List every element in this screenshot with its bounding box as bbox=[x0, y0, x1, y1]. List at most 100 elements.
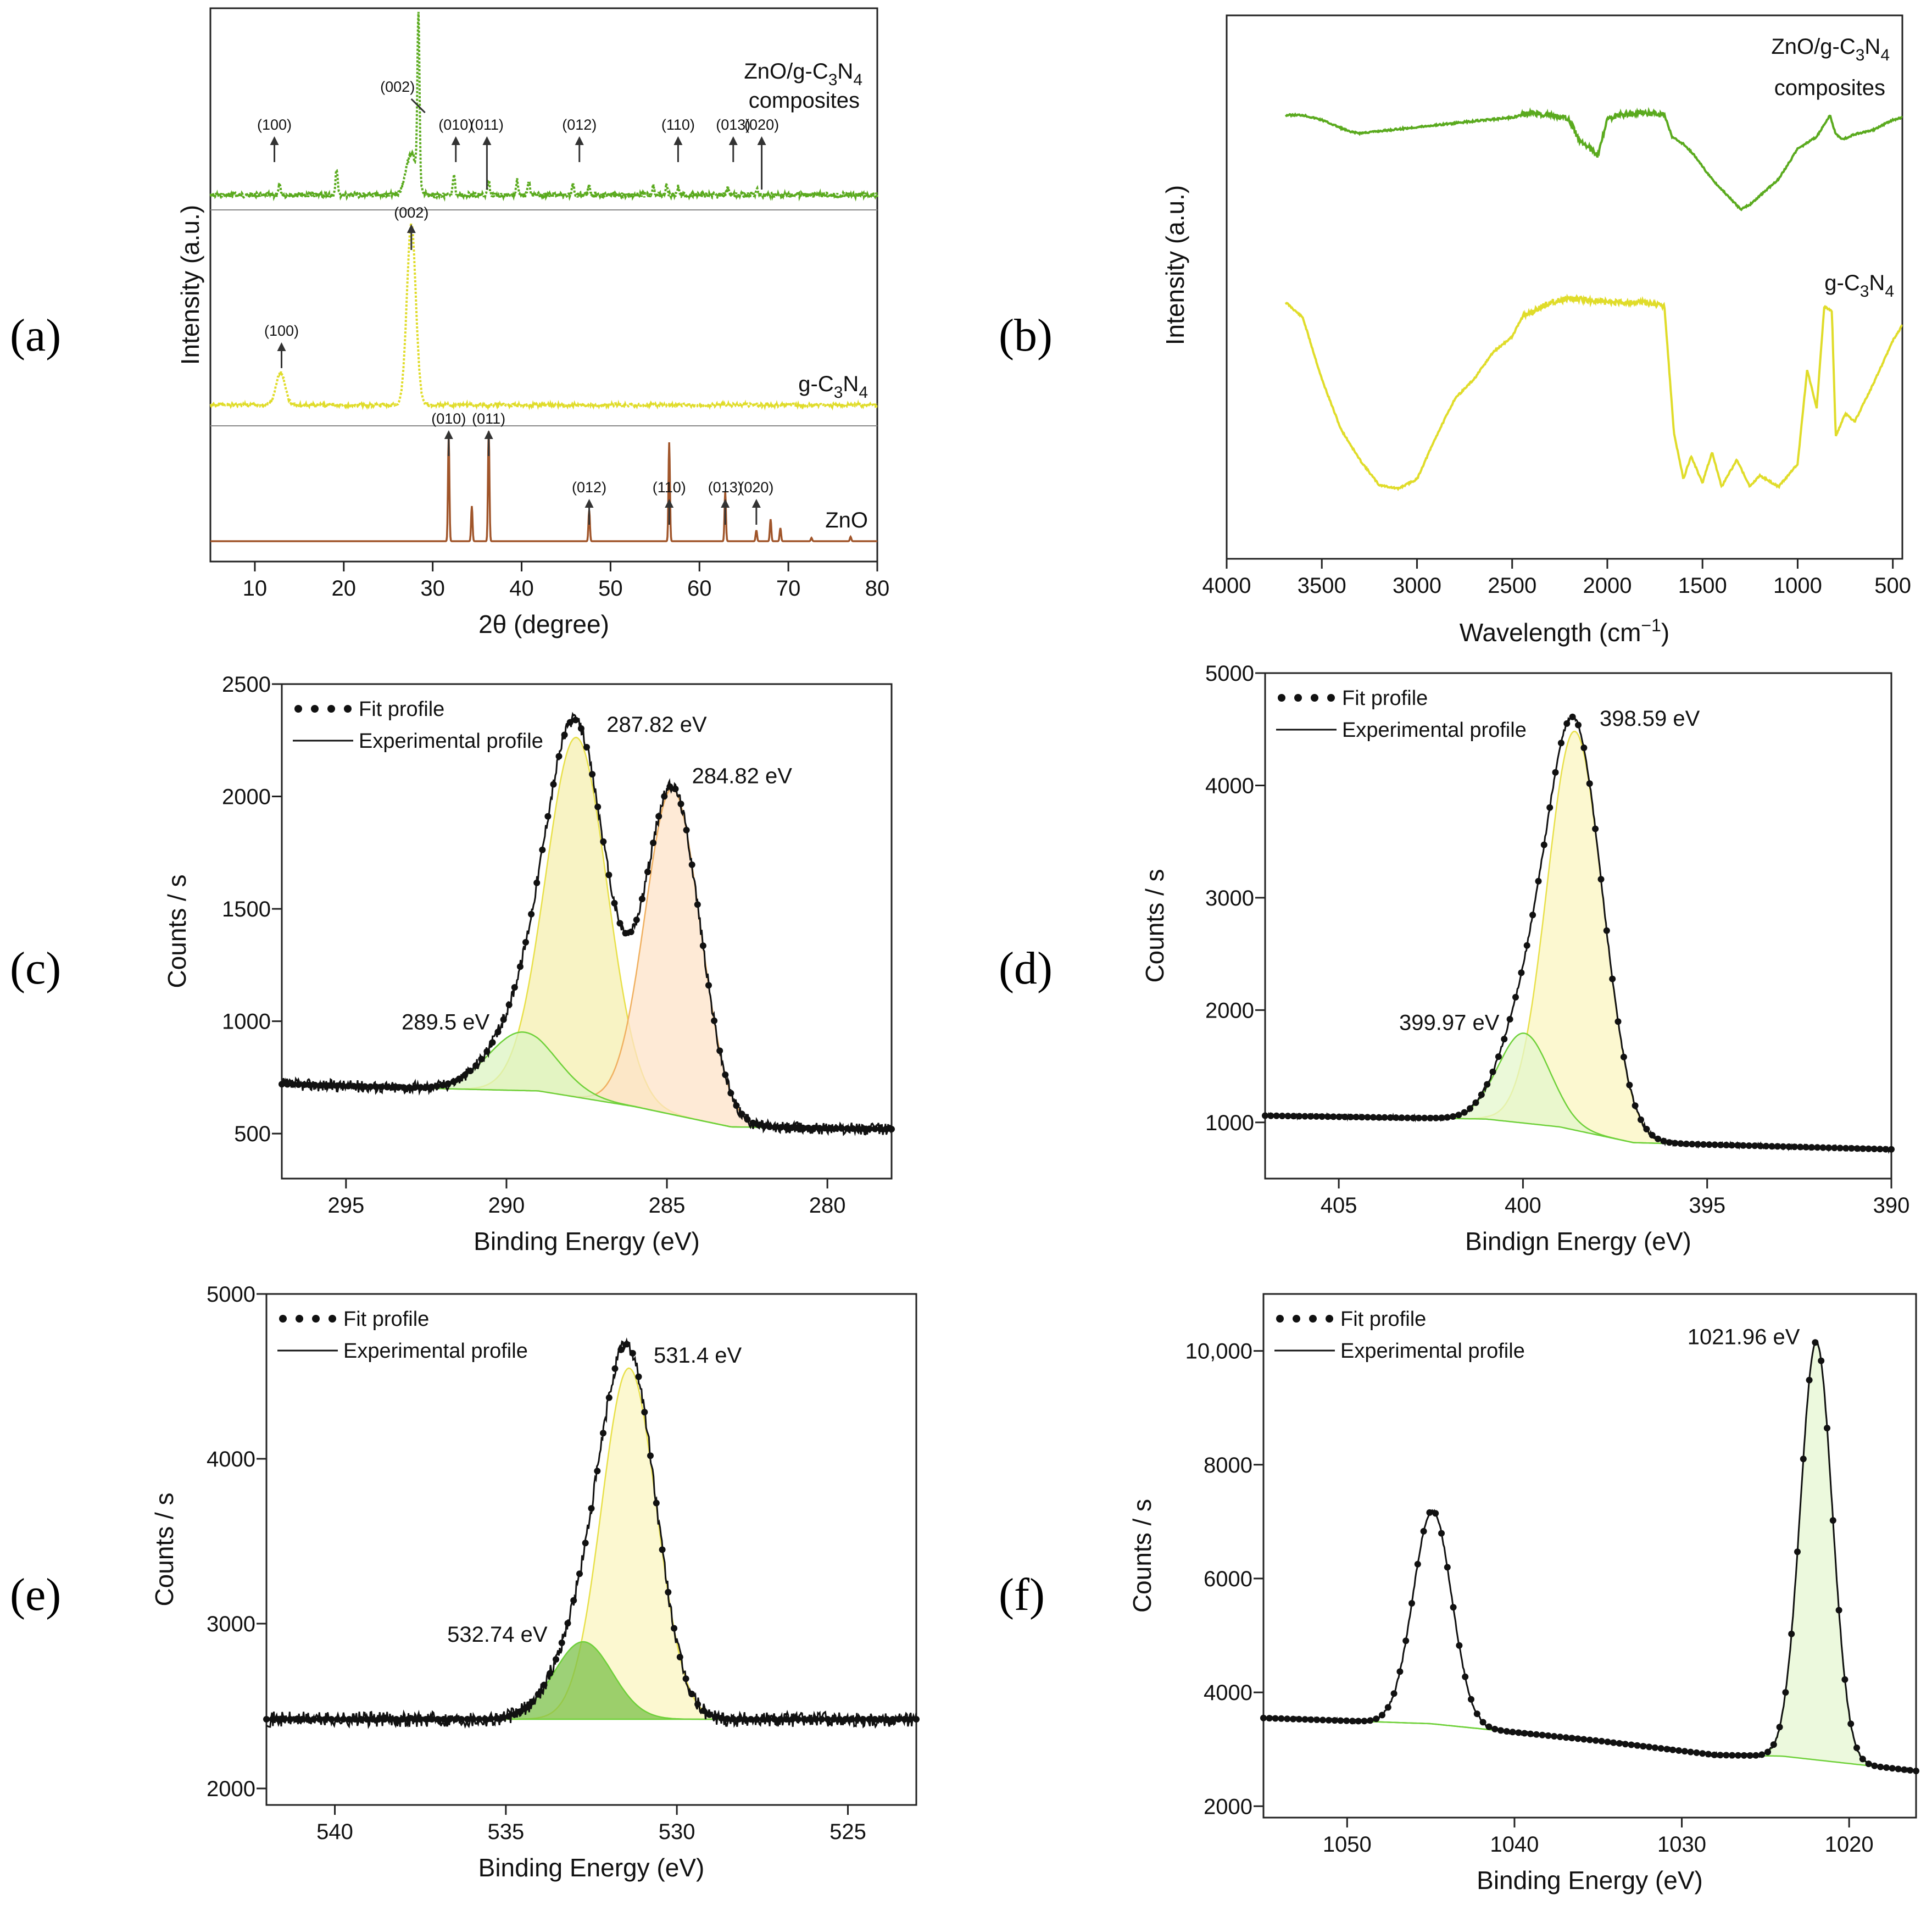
fit-profile-point bbox=[1663, 1746, 1671, 1753]
peak-arrowhead bbox=[757, 136, 766, 145]
legend-exp-label: Experimental profile bbox=[1342, 719, 1527, 742]
fit-profile-point bbox=[1438, 1114, 1445, 1121]
fit-profile-point bbox=[1655, 1135, 1662, 1142]
fit-profile-point bbox=[1640, 1743, 1647, 1750]
fit-profile-point bbox=[440, 1716, 447, 1723]
fit-profile-point bbox=[844, 1125, 851, 1132]
fit-profile-point bbox=[455, 1075, 463, 1082]
series-label-line2: composites bbox=[1774, 76, 1885, 100]
fit-profile-point bbox=[1883, 1764, 1890, 1771]
peak-arrowhead bbox=[751, 499, 761, 508]
fit-profile-point bbox=[522, 938, 529, 946]
fit-profile-point bbox=[1616, 1740, 1623, 1747]
peak-energy-label: 287.82 eV bbox=[606, 713, 707, 737]
fit-profile-point bbox=[1461, 1109, 1468, 1116]
fit-profile-point bbox=[848, 1716, 855, 1723]
peak-arrowhead bbox=[484, 430, 493, 439]
fit-profile-point bbox=[616, 920, 623, 927]
fit-profile-point bbox=[1632, 1102, 1639, 1109]
fit-profile-point bbox=[1562, 1734, 1569, 1741]
fit-profile-point bbox=[287, 1716, 293, 1723]
fit-profile-point bbox=[1420, 1527, 1427, 1535]
series-label-part: N bbox=[1869, 271, 1885, 295]
peak-arrowhead bbox=[721, 499, 730, 508]
x-tick-label: 290 bbox=[488, 1193, 525, 1218]
peak-arrowhead bbox=[444, 430, 453, 439]
y-tick-label: 5000 bbox=[207, 1282, 255, 1307]
fit-profile-point bbox=[907, 1716, 914, 1723]
x-axis-title: Binding Energy (eV) bbox=[1477, 1866, 1703, 1895]
fit-profile-point bbox=[683, 826, 690, 834]
fit-profile-point bbox=[772, 1124, 779, 1131]
fit-profile-point bbox=[300, 1081, 308, 1088]
fit-profile-point bbox=[1396, 1668, 1404, 1675]
fit-profile-point bbox=[1341, 1113, 1349, 1120]
x-tick-label: 20 bbox=[332, 576, 357, 601]
fit-profile-point bbox=[1415, 1114, 1422, 1121]
fit-profile-point bbox=[1865, 1145, 1872, 1152]
fit-profile-point bbox=[1324, 1113, 1331, 1120]
fit-profile-point bbox=[372, 1084, 380, 1090]
fit-profile-point bbox=[346, 1716, 353, 1723]
fit-profile-point bbox=[1643, 1126, 1650, 1132]
fit-profile-point bbox=[1551, 1733, 1558, 1740]
fit-profile-point bbox=[855, 1125, 862, 1132]
fit-profile-point bbox=[1408, 1600, 1415, 1607]
panel-label-c: (c) bbox=[10, 943, 61, 994]
fit-profile-point bbox=[472, 1062, 480, 1069]
y-tick-label: 2000 bbox=[222, 785, 271, 809]
peak-label: (012) bbox=[562, 116, 597, 133]
fit-profile-point bbox=[742, 1715, 749, 1723]
fit-profile-point bbox=[1604, 1738, 1611, 1746]
component-fill bbox=[282, 737, 892, 1129]
fit-profile-point bbox=[895, 1716, 902, 1723]
peak-label: (013) bbox=[716, 116, 750, 133]
y-tick-label: 4000 bbox=[1204, 1681, 1252, 1705]
fit-profile-point bbox=[1503, 1728, 1510, 1735]
fit-profile-point bbox=[1752, 1752, 1760, 1759]
peak-energy-label: 399.97 eV bbox=[1399, 1010, 1500, 1035]
fit-profile-point bbox=[700, 1707, 707, 1714]
x-tick-label: 80 bbox=[865, 576, 890, 601]
fit-profile-point bbox=[1331, 1717, 1338, 1724]
panel-label-a: (a) bbox=[10, 310, 61, 361]
fit-profile-point bbox=[623, 1341, 630, 1348]
fit-profile-point bbox=[494, 1029, 502, 1036]
component-fill bbox=[1263, 1341, 1916, 1771]
fit-profile-point bbox=[1352, 1114, 1360, 1120]
x-tick-label: 530 bbox=[659, 1820, 695, 1844]
series-label-line2: composites bbox=[749, 88, 860, 113]
fit-profile-point bbox=[1808, 1144, 1815, 1151]
fit-profile-point bbox=[1473, 1710, 1480, 1718]
fit-profile-point bbox=[1871, 1762, 1878, 1769]
peak-label: (010) bbox=[438, 116, 473, 133]
fit-profile-point bbox=[464, 1715, 471, 1723]
fit-profile-point bbox=[1677, 1140, 1684, 1147]
peak-arrowhead bbox=[673, 136, 683, 145]
fit-profile-point bbox=[1387, 1114, 1394, 1121]
fit-profile-point bbox=[1700, 1141, 1707, 1148]
x-tick-label: 40 bbox=[509, 576, 534, 601]
fit-profile-point bbox=[641, 1409, 648, 1416]
fit-profile-point bbox=[1675, 1747, 1682, 1754]
peak-label: (011) bbox=[470, 116, 504, 133]
fit-profile-point bbox=[483, 1048, 491, 1055]
fit-profile-point bbox=[836, 1716, 843, 1723]
fit-profile-point bbox=[511, 1711, 518, 1718]
fit-profile-point bbox=[1337, 1717, 1344, 1724]
fit-profile-point bbox=[860, 1716, 867, 1723]
fit-profile-point bbox=[505, 1001, 513, 1008]
fit-profile-point bbox=[1836, 1145, 1844, 1152]
fit-profile-point bbox=[594, 803, 602, 810]
fit-profile-point bbox=[677, 801, 684, 808]
fit-profile-point bbox=[316, 1716, 323, 1723]
xps-o1s-chart: 540 535 530 525 2000 3000 4000 5000 Binding Ener… bbox=[150, 1282, 920, 1882]
fit-profile-point bbox=[1723, 1142, 1730, 1148]
fit-profile-point bbox=[541, 1681, 548, 1688]
x-tick-label: 285 bbox=[649, 1193, 686, 1218]
series-label-part: 4 bbox=[1885, 282, 1894, 301]
fit-profile-point bbox=[422, 1084, 430, 1091]
fit-profile-point bbox=[688, 861, 695, 868]
fit-profile-point bbox=[476, 1715, 483, 1723]
fit-profile-point bbox=[611, 899, 618, 907]
